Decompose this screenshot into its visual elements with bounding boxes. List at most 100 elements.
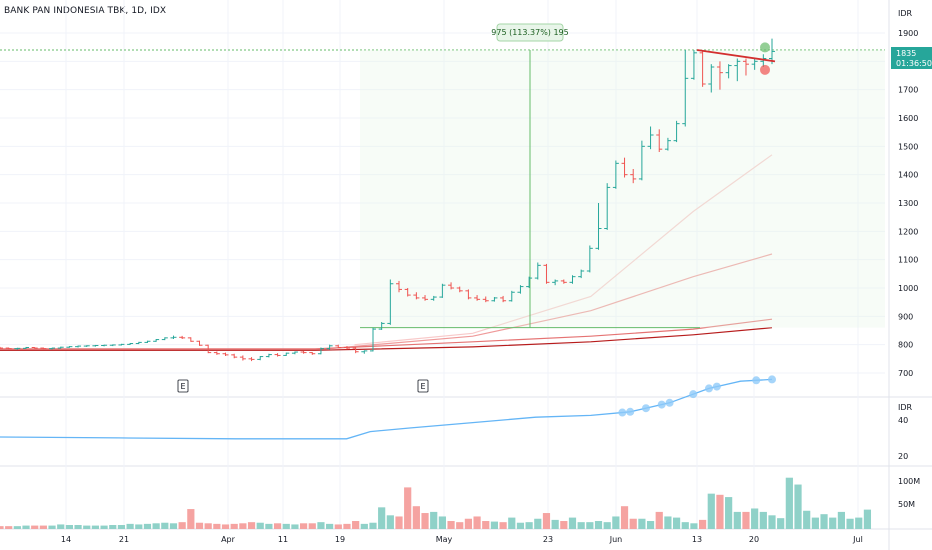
time-tick-label: 19 bbox=[335, 535, 345, 544]
volume-bar bbox=[74, 525, 82, 529]
earnings-marker-label: E bbox=[420, 382, 425, 391]
rs-highlight-point bbox=[641, 404, 650, 413]
chart-title: BANK PAN INDONESIA TBK, 1D, IDX bbox=[4, 6, 167, 16]
last-price-value: 1835 bbox=[896, 49, 916, 58]
volume-bar bbox=[239, 523, 247, 529]
volume-bar bbox=[48, 525, 56, 529]
volume-bar bbox=[516, 522, 525, 529]
price-tick-label: 1300 bbox=[898, 199, 918, 208]
volume-bar bbox=[352, 521, 360, 529]
rs-tick-label: 40 bbox=[898, 416, 908, 425]
volume-bar bbox=[777, 518, 785, 529]
volume-bar bbox=[195, 522, 204, 529]
volume-bar bbox=[247, 522, 256, 529]
price-tick-label: 1600 bbox=[898, 114, 918, 123]
measure-label: 975 (113.37%) 195 bbox=[491, 28, 568, 37]
volume-bar bbox=[542, 513, 551, 529]
volume-bar bbox=[230, 523, 238, 529]
moving-average-line bbox=[354, 154, 773, 346]
volume-tick-label: 100M bbox=[898, 477, 920, 486]
volume-bar bbox=[612, 516, 620, 529]
volume-bar bbox=[5, 526, 13, 529]
rs-highlight-point bbox=[665, 398, 674, 407]
price-tick-label: 800 bbox=[898, 341, 913, 350]
volume-bar bbox=[204, 523, 212, 529]
volume-bar bbox=[464, 518, 473, 529]
time-tick-label: 23 bbox=[543, 535, 553, 544]
volume-bar bbox=[863, 509, 872, 529]
volume-bar bbox=[751, 508, 759, 529]
volume-bar bbox=[369, 522, 377, 529]
volume-bar bbox=[534, 518, 542, 529]
volume-bar bbox=[560, 521, 568, 529]
volume-bar bbox=[39, 525, 47, 529]
volume-bar bbox=[820, 514, 828, 529]
volume-bar bbox=[430, 511, 438, 529]
volume-bar bbox=[629, 518, 637, 529]
rs-tick-label: 20 bbox=[898, 452, 908, 461]
time-tick-label: 13 bbox=[692, 535, 702, 544]
volume-bar bbox=[725, 497, 733, 529]
volume-bar bbox=[65, 525, 73, 529]
volume-bar bbox=[0, 526, 4, 529]
volume-bar bbox=[438, 516, 446, 529]
volume-bar bbox=[161, 522, 169, 529]
time-tick-label: 11 bbox=[278, 535, 288, 544]
volume-bar bbox=[447, 521, 455, 529]
rs-highlight-point bbox=[689, 390, 698, 399]
buy-marker bbox=[760, 42, 770, 53]
moving-average-line bbox=[0, 318, 773, 350]
volume-bar bbox=[699, 519, 707, 529]
volume-bar bbox=[490, 521, 499, 529]
volume-bar bbox=[603, 522, 611, 529]
volume-bar bbox=[187, 509, 195, 529]
time-tick-label: May bbox=[436, 535, 453, 544]
price-tick-label: 1900 bbox=[898, 29, 918, 38]
volume-bar bbox=[768, 515, 776, 529]
volume-bar bbox=[378, 507, 386, 529]
volume-bar bbox=[265, 523, 273, 529]
volume-bar bbox=[178, 522, 186, 529]
time-tick-label: 21 bbox=[119, 535, 129, 544]
price-tick-label: 700 bbox=[898, 369, 913, 378]
price-tick-label: 1400 bbox=[898, 171, 918, 180]
volume-bar bbox=[334, 524, 342, 529]
volume-bar bbox=[568, 517, 577, 529]
volume-bar bbox=[100, 525, 108, 529]
volume-bar bbox=[308, 523, 316, 529]
volume-bar bbox=[785, 477, 793, 529]
volume-bar bbox=[716, 494, 724, 529]
volume-bar bbox=[326, 523, 334, 529]
measure-label-box bbox=[496, 23, 564, 42]
earnings-marker-box bbox=[177, 379, 189, 393]
volume-bar bbox=[213, 523, 221, 529]
price-tick-label: 1200 bbox=[898, 227, 918, 236]
rs-highlight-point bbox=[626, 407, 635, 416]
volume-bar bbox=[57, 524, 65, 529]
volume-bar bbox=[135, 524, 143, 529]
volume-bar bbox=[273, 523, 282, 529]
rs-highlight-point bbox=[618, 408, 627, 417]
volume-bar bbox=[672, 517, 681, 529]
price-tick-label: 1100 bbox=[898, 256, 918, 265]
volume-bar bbox=[473, 516, 481, 529]
volume-bar bbox=[707, 493, 715, 529]
rs-line bbox=[0, 378, 773, 440]
time-tick-label: Apr bbox=[221, 535, 236, 544]
volume-bar bbox=[664, 516, 672, 529]
price-tick-label: 900 bbox=[898, 312, 913, 321]
volume-bar bbox=[386, 515, 394, 529]
volume-bar bbox=[690, 523, 698, 529]
price-currency-label: IDR bbox=[898, 9, 913, 18]
volume-bar bbox=[83, 525, 91, 529]
last-price-countdown: 01:36:50 bbox=[896, 59, 932, 68]
volume-bar bbox=[291, 524, 299, 529]
volume-bar bbox=[646, 521, 655, 529]
price-tick-label: 1700 bbox=[898, 86, 918, 95]
measure-area bbox=[360, 50, 885, 328]
time-tick-label: 14 bbox=[61, 535, 71, 544]
volume-bar bbox=[742, 511, 750, 529]
rs-highlight-point bbox=[752, 376, 761, 385]
volume-bar bbox=[404, 487, 412, 529]
